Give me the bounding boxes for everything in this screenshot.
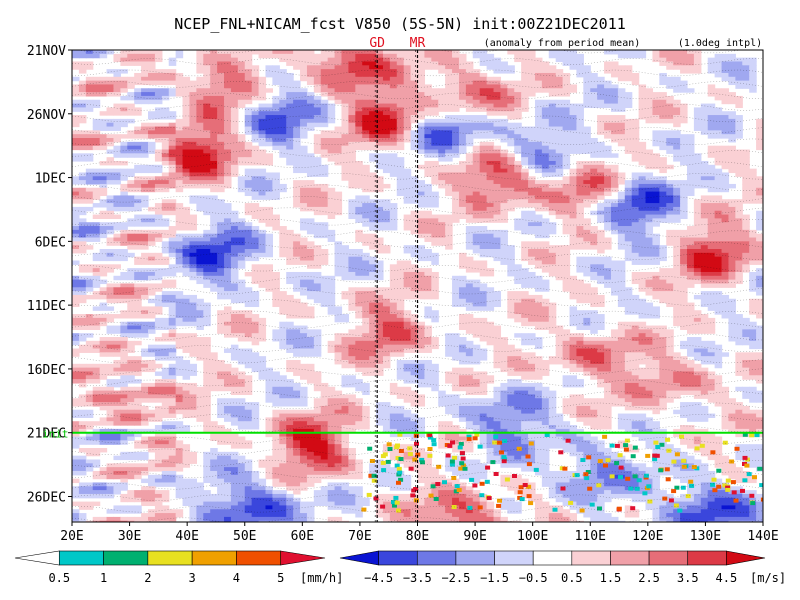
precip-colorbar-cell [103,550,149,566]
x-tick-label: 20E [60,529,83,544]
x-tick-label: 30E [118,529,141,544]
precip-colorbar-label: 2 [144,571,151,585]
wind-colorbar-label: −4.5 [364,571,393,585]
wind-colorbar-label: 0.5 [561,571,583,585]
y-tick-label: 6DEC [35,235,66,250]
forecast-start-label: init [42,428,69,441]
precip-colorbar-cell [236,550,282,566]
wind-colorbar-cell [648,550,689,566]
precip-colorbar-label: 0.5 [48,571,70,585]
x-tick-label: 140E [747,529,778,544]
wind-colorbar-label: −1.5 [480,571,509,585]
wind-colorbar-cell [378,550,418,566]
precip-colorbar-label: 5 [277,571,284,585]
precip-colorbar-cell [147,550,193,566]
wind-colorbar-unit: [m/s] [750,571,786,585]
wind-colorbar-label: 1.5 [600,571,622,585]
precip-colorbar-cell [191,550,237,566]
chart-title: NCEP_FNL+NICAM_fcst V850 (5S-5N) init:00… [174,15,626,33]
y-tick-label: 21NOV [27,44,66,59]
wind-colorbar-cell [687,550,727,566]
wind-colorbar-label: −0.5 [519,571,548,585]
marker-label-mr: MR [410,36,426,51]
wind-colorbar-label: 3.5 [677,571,699,585]
chart-subtitle-right: (1.0deg intpl) [678,38,762,49]
y-tick-label: 26NOV [27,108,66,123]
wind-colorbar-cell [726,550,766,566]
y-tick-label: 16DEC [27,363,66,378]
x-tick-label: 40E [175,529,198,544]
wind-colorbar-label: 2.5 [638,571,660,585]
wind-colorbar-cell [532,550,573,566]
wind-colorbar-label: −2.5 [441,571,470,585]
wind-colorbar-label: 4.5 [716,571,738,585]
wind-colorbar-cell [494,550,534,566]
x-tick-label: 90E [463,529,486,544]
precip-colorbar-unit: [mm/h] [300,571,343,585]
marker-label-gd: GD [369,36,385,51]
wind-colorbar-cell [455,550,495,566]
anomaly-field [72,50,763,522]
precip-colorbar-label: 4 [233,571,240,585]
precip-colorbar-cell [58,550,104,566]
y-tick-label: 11DEC [27,299,66,314]
wind-colorbar-cell [339,550,379,566]
wind-colorbar-cell [416,550,457,566]
precip-colorbar-label: 3 [189,571,196,585]
x-tick-label: 100E [517,529,548,544]
x-tick-label: 50E [233,529,256,544]
x-tick-label: 80E [406,529,429,544]
x-tick-label: 130E [690,529,721,544]
precip-colorbar-cell [14,550,60,566]
precip-colorbar-label: 1 [100,571,107,585]
chart-subtitle-left: (anomaly from period mean) [484,38,641,49]
precip-colorbar-cell [280,550,326,566]
y-tick-label: 1DEC [35,172,66,187]
y-tick-label: 21DEC [27,427,66,442]
x-tick-label: 110E [575,529,606,544]
x-tick-label: 60E [291,529,314,544]
wind-colorbar-cell [610,550,650,566]
wind-colorbar-cell [571,550,611,566]
x-tick-label: 70E [348,529,371,544]
x-tick-label: 120E [632,529,663,544]
wind-colorbar-label: −3.5 [403,571,432,585]
y-tick-label: 26DEC [27,490,66,505]
